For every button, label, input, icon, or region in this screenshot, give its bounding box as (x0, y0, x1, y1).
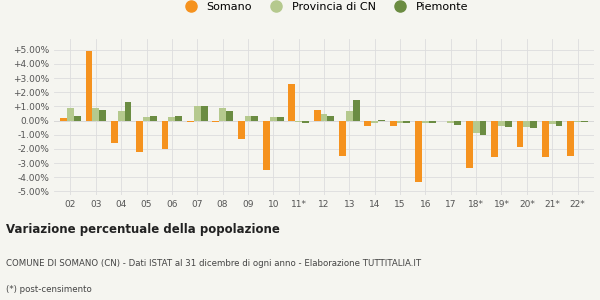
Bar (542, 121, 549, 158)
Legend: Somano, Provincia di CN, Piemonte: Somano, Provincia di CN, Piemonte (175, 0, 473, 16)
Bar (581, 121, 588, 122)
Bar (454, 121, 461, 125)
Bar (175, 116, 182, 121)
Bar (161, 121, 169, 149)
Bar (466, 121, 473, 168)
Bar (111, 121, 118, 143)
Bar (136, 121, 143, 152)
Bar (245, 116, 251, 121)
Bar (143, 117, 150, 121)
Bar (295, 121, 302, 122)
Bar (118, 111, 125, 121)
Bar (339, 121, 346, 156)
Bar (86, 51, 92, 121)
Bar (491, 121, 498, 157)
Bar (574, 121, 581, 122)
Bar (200, 106, 208, 121)
Bar (74, 116, 81, 121)
Bar (212, 121, 219, 122)
Bar (505, 121, 512, 127)
Bar (473, 121, 479, 133)
Bar (390, 121, 397, 125)
Bar (238, 121, 245, 139)
Bar (517, 121, 523, 147)
Bar (270, 117, 277, 121)
Bar (448, 121, 454, 123)
Bar (99, 110, 106, 121)
Bar (498, 121, 505, 125)
Bar (289, 84, 295, 121)
Bar (549, 121, 556, 124)
Bar (403, 121, 410, 123)
Text: COMUNE DI SOMANO (CN) - Dati ISTAT al 31 dicembre di ogni anno - Elaborazione TU: COMUNE DI SOMANO (CN) - Dati ISTAT al 31… (6, 259, 421, 268)
Text: Variazione percentuale della popolazione: Variazione percentuale della popolazione (6, 223, 280, 236)
Bar (187, 121, 194, 122)
Bar (67, 108, 74, 121)
Bar (219, 109, 226, 121)
Bar (479, 121, 487, 135)
Bar (194, 106, 200, 121)
Bar (150, 116, 157, 121)
Bar (60, 118, 67, 121)
Bar (226, 111, 233, 121)
Bar (302, 121, 309, 123)
Bar (346, 111, 353, 121)
Bar (371, 121, 378, 123)
Bar (251, 116, 258, 121)
Bar (364, 121, 371, 125)
Bar (125, 102, 131, 121)
Bar (169, 117, 175, 121)
Bar (422, 121, 429, 123)
Bar (567, 121, 574, 156)
Bar (314, 110, 320, 121)
Text: (*) post-censimento: (*) post-censimento (6, 286, 92, 295)
Bar (523, 121, 530, 127)
Bar (92, 109, 99, 121)
Bar (556, 121, 562, 126)
Bar (263, 121, 270, 170)
Bar (415, 121, 422, 182)
Bar (353, 100, 359, 121)
Bar (378, 120, 385, 121)
Bar (530, 121, 537, 128)
Bar (320, 114, 328, 121)
Bar (328, 116, 334, 121)
Bar (429, 121, 436, 123)
Bar (277, 117, 284, 121)
Bar (397, 121, 403, 123)
